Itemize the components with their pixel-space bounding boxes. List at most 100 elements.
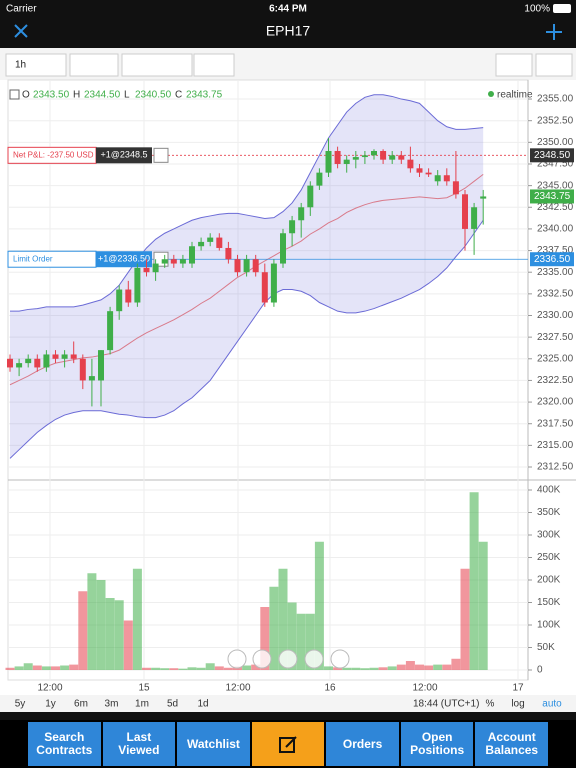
indicators[interactable] [121, 53, 193, 77]
nav-button[interactable] [252, 649, 272, 669]
volume-bar [160, 668, 170, 671]
tab[interactable]: Account Balances [475, 722, 549, 766]
close-button[interactable] [14, 24, 28, 38]
order-label: Net P&L: -237.50 USD [13, 150, 94, 159]
edit-tab[interactable] [251, 722, 325, 766]
candle-body [443, 175, 450, 182]
volume-bar [87, 573, 97, 671]
interval-select[interactable] [5, 53, 67, 77]
candle-body [325, 150, 332, 173]
range-button[interactable]: 5d [167, 699, 178, 710]
volume-bar [41, 666, 51, 671]
y-tick-label: 2327.50 [537, 332, 574, 343]
range-button[interactable]: 3m [105, 699, 119, 710]
range-button[interactable]: 1d [197, 699, 208, 710]
add-button[interactable] [546, 24, 562, 40]
time-label: 12:00 [412, 683, 437, 694]
clock: 6:44 PM [269, 4, 307, 15]
nav-button[interactable] [330, 649, 350, 669]
tab[interactable]: Search Contracts [28, 722, 101, 766]
realtime-label: realtime [497, 90, 533, 101]
candle-body [234, 259, 241, 273]
y2-tick-label: 250K [537, 552, 561, 563]
time-label: 17 [512, 683, 524, 694]
volume-bar [5, 667, 15, 671]
nav-button[interactable] [304, 649, 324, 669]
volume-bar [451, 658, 461, 671]
volume-bar [142, 667, 151, 671]
candle-body [134, 267, 141, 303]
tab[interactable]: Orders [326, 722, 399, 766]
y-tick-label: 2312.50 [537, 462, 574, 473]
tab[interactable]: Watchlist [177, 722, 250, 766]
y-tick-label: 2335.00 [537, 267, 574, 278]
price-tag-label: 2336.50 [534, 254, 571, 265]
candle-body [189, 246, 195, 264]
volume-bar [51, 666, 60, 671]
carrier: Carrier [6, 4, 37, 15]
order-label: Limit Order [13, 254, 53, 263]
order-cancel[interactable] [153, 147, 169, 163]
volume-bar [151, 667, 161, 671]
range-button[interactable]: 6m [74, 699, 88, 710]
tab[interactable]: Last Viewed [102, 722, 176, 766]
range-option[interactable]: auto [542, 699, 562, 710]
range-button[interactable]: 1y [45, 699, 56, 710]
order-qty: +1@2336.50 [98, 254, 150, 264]
y-tick-label: 2325.00 [537, 353, 574, 364]
y2-tick-label: 50K [537, 642, 555, 653]
volume-bar [314, 541, 324, 671]
price-tag [530, 189, 574, 204]
candle-body [261, 272, 268, 303]
volume-bar [351, 667, 361, 671]
candle-body [434, 175, 441, 182]
range-button[interactable]: 5y [15, 699, 26, 710]
y-tick-label: 2315.00 [537, 440, 574, 451]
volume-bar [223, 667, 233, 671]
range-option[interactable]: % [486, 699, 495, 710]
cloud-up[interactable] [535, 53, 573, 77]
candle-body [389, 155, 396, 160]
volume-bar [123, 620, 133, 671]
y-tick-label: 2347.50 [537, 159, 574, 170]
volume-bar [424, 665, 434, 671]
candle-body [170, 259, 177, 264]
y-tick-label: 2350.00 [537, 137, 574, 148]
candle-body [98, 350, 104, 381]
undo-redo[interactable] [193, 53, 235, 77]
y-tick-label: 2355.00 [537, 94, 574, 105]
range-button[interactable]: 1m [135, 699, 149, 710]
volume-bar [96, 580, 106, 671]
spacer [0, 712, 576, 720]
range-clock: 18:44 (UTC+1) [413, 699, 479, 710]
volume-bar [324, 666, 333, 671]
battery-icon [553, 4, 571, 13]
cloud-down[interactable] [495, 53, 533, 77]
volume-bar [360, 668, 370, 671]
candle-body [334, 150, 341, 164]
volume-bar [251, 664, 261, 671]
nav-button[interactable] [278, 649, 298, 669]
candle-body [307, 185, 314, 208]
volume-bar [305, 613, 315, 671]
candle-body [25, 358, 32, 364]
volume-bar [278, 568, 288, 671]
y-tick-label: 2352.50 [537, 115, 574, 126]
volume-bar [378, 667, 388, 671]
candle-body [252, 259, 259, 273]
candle-body [70, 354, 77, 359]
candle-body [161, 259, 168, 264]
tab[interactable]: Open Positions [400, 722, 474, 766]
candle-body [198, 241, 205, 247]
ohlc-key: C [175, 90, 182, 101]
chart-type[interactable] [69, 53, 119, 77]
volume-bar [269, 586, 279, 671]
y2-tick-label: 300K [537, 530, 561, 541]
range-option[interactable]: log [511, 699, 524, 710]
nav-button[interactable] [227, 649, 247, 669]
candle-body [88, 376, 95, 381]
candle-body [343, 159, 350, 164]
candle-body [179, 259, 186, 264]
candle-body [316, 172, 323, 186]
lower-band [9, 219, 484, 459]
